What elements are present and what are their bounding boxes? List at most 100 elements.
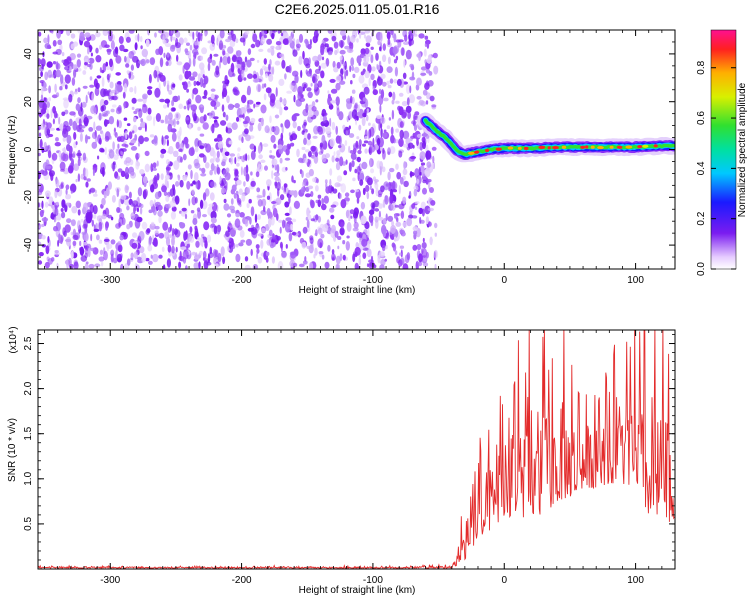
noise-blob [58,233,61,244]
noise-blob [224,172,231,181]
noise-blob [269,115,272,124]
noise-blob [67,165,74,174]
noise-blob [226,95,230,104]
noise-blob [414,111,420,116]
noise-blob [133,110,138,115]
noise-blob [163,191,168,197]
noise-blob [149,235,152,245]
noise-blob [228,241,232,249]
noise-blob [38,152,41,157]
noise-blob [62,136,66,142]
spectrogram-noise-region [38,30,439,269]
noise-blob [431,146,437,151]
snr-x-ticks: -300 -200 -100 0 100 [44,330,676,586]
noise-blob [364,70,370,79]
noise-blob [364,47,370,55]
noise-blob [298,55,303,65]
noise-blob [360,71,365,76]
noise-blob [424,42,428,48]
noise-blob [118,36,124,44]
noise-blob [84,244,88,250]
noise-blob [210,210,217,220]
noise-blob [53,110,58,119]
noise-blob [128,191,132,199]
noise-blob [344,45,350,50]
noise-blob [399,177,404,185]
noise-blob [58,151,62,158]
noise-blob [361,116,366,127]
noise-blob [304,193,312,198]
noise-blob [345,69,349,77]
noise-blob [354,262,359,269]
noise-blob [393,33,397,43]
noise-blob [116,253,123,263]
noise-blob [360,48,366,55]
noise-blob [158,46,164,56]
noise-blob [358,257,362,266]
noise-blob [426,57,433,64]
noise-blob [308,168,314,177]
noise-blob [116,136,122,142]
noise-blob [350,152,357,160]
noise-blob [402,143,409,148]
noise-blob [351,65,355,72]
noise-blob [222,55,229,66]
noise-blob [422,179,427,184]
noise-blob [330,214,335,220]
noise-blob [38,260,43,265]
noise-blob [173,228,178,236]
noise-blob [40,94,44,101]
noise-blob [344,192,350,197]
noise-blob [204,240,208,249]
snr-panel: -300 -200 -100 0 100 0.5 1.0 1.5 2.0 2.5 Height … [7,326,676,596]
noise-blob [190,183,194,187]
noise-blob [43,121,48,125]
trace-peak [552,146,559,150]
noise-blob [175,246,178,253]
spectrogram-x-axis-label: Height of straight line (km) [299,285,416,296]
noise-blob [90,233,93,242]
noise-blob [352,30,358,39]
noise-blob [139,246,145,254]
noise-blob [347,48,354,54]
noise-blob [194,41,198,46]
noise-blob [143,188,149,198]
noise-blob [128,51,135,59]
noise-blob [148,260,153,265]
noise-blob [149,134,155,138]
noise-blob [349,111,352,119]
noise-blob [79,132,83,142]
noise-blob [301,241,307,249]
noise-blob [95,31,101,38]
noise-blob [63,167,70,175]
noise-blob [99,44,103,50]
noise-blob [205,162,210,169]
noise-blob [130,171,136,179]
noise-blob [130,146,138,151]
noise-blob [193,262,200,269]
noise-blob [102,30,109,36]
noise-blob [352,177,356,182]
noise-blob [114,85,120,94]
noise-blob [368,77,371,87]
noise-blob [75,141,78,146]
noise-blob [321,198,324,205]
noise-blob [41,235,46,240]
noise-blob [399,245,405,249]
noise-blob [92,205,98,215]
noise-blob [178,148,183,152]
noise-blob [242,120,248,125]
noise-blob [395,163,399,170]
noise-blob [174,195,180,205]
noise-blob [128,198,133,206]
noise-blob [256,187,261,193]
noise-blob [384,258,388,262]
noise-blob [120,263,124,269]
noise-blob [145,39,150,48]
noise-blob [175,30,181,38]
noise-blob [278,78,285,86]
noise-blob [183,62,191,71]
noise-blob [124,144,129,148]
noise-blob [376,160,381,169]
noise-blob [258,154,263,160]
